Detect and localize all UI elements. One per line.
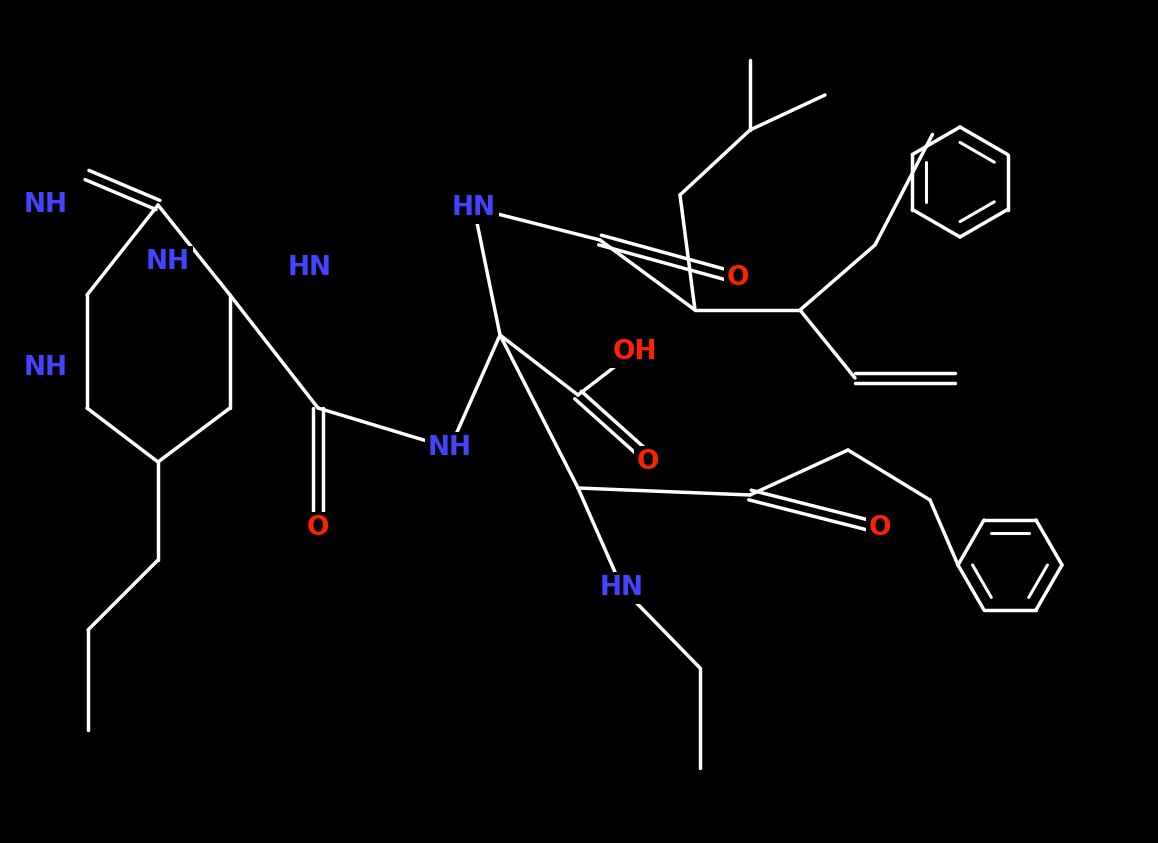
Text: O: O [868, 515, 892, 541]
Text: NH: NH [24, 192, 68, 218]
Text: NH: NH [146, 249, 190, 275]
Text: OH: OH [613, 339, 658, 365]
Text: HN: HN [452, 195, 496, 221]
Text: O: O [307, 515, 329, 541]
Text: NH: NH [24, 355, 68, 381]
Text: O: O [727, 265, 749, 291]
Text: HN: HN [600, 575, 644, 601]
Text: NH: NH [428, 435, 472, 461]
Text: HN: HN [288, 255, 332, 281]
Text: O: O [637, 449, 659, 475]
